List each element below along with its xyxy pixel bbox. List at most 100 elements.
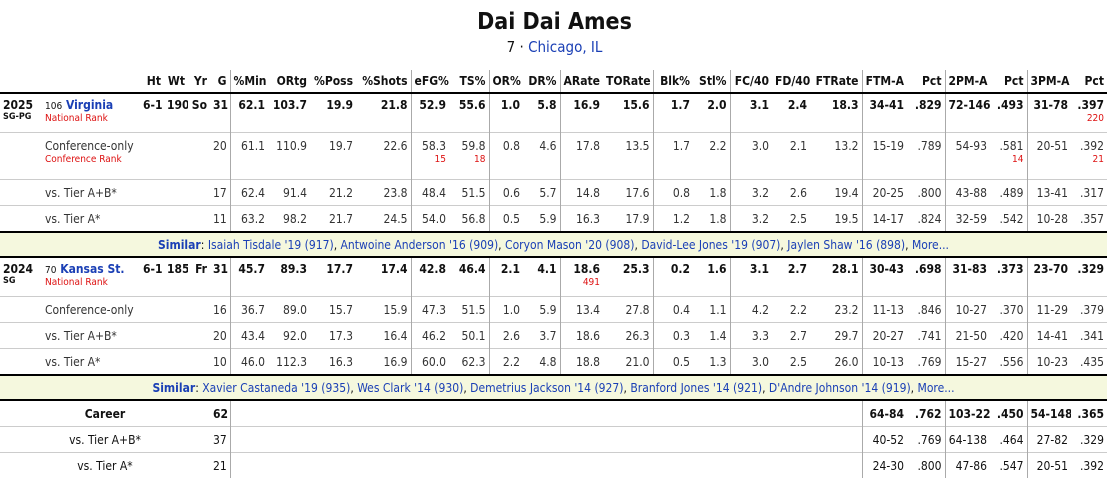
season-position: SG-PG xyxy=(3,112,39,122)
stat-cell: 0.6 xyxy=(489,180,523,206)
stat-cell: 2.5 xyxy=(772,349,810,376)
stat-value: 61.1 xyxy=(234,139,266,153)
similar-player[interactable]: Wes Clark '14 (930) xyxy=(357,381,463,395)
stat-value: 48.4 xyxy=(415,186,447,200)
stat-cell: 3.1 xyxy=(730,93,772,133)
stat-cell: .379 xyxy=(1071,297,1107,323)
stat-cell: .493 xyxy=(990,93,1027,133)
career-shooting: .365 xyxy=(1071,400,1107,427)
column-header: TORate xyxy=(603,70,653,93)
career-games: 21 xyxy=(210,453,230,478)
similar-player[interactable]: Isaiah Tisdale '19 (917) xyxy=(208,238,334,252)
career-shooting: 47-86 xyxy=(945,453,990,478)
similar-separator: , xyxy=(762,381,769,395)
career-shooting: 64-138 xyxy=(945,427,990,453)
stat-cell: 21.0 xyxy=(603,349,653,376)
similar-player[interactable]: Jaylen Shaw '16 (898) xyxy=(787,238,905,252)
stat-value: 17.6 xyxy=(606,186,650,200)
stat-value: 92.0 xyxy=(271,329,307,343)
career-shooting: .547 xyxy=(990,453,1027,478)
stat-value: .741 xyxy=(910,329,942,343)
stat-cell: 3.0 xyxy=(730,133,772,180)
stat-value: 54-93 xyxy=(949,139,988,153)
stat-value: 1.4 xyxy=(696,329,727,343)
stat-value: 110.9 xyxy=(271,139,307,153)
stat-cell: 0.5 xyxy=(489,206,523,233)
stat-value: .329 xyxy=(1074,262,1104,276)
stat-cell: 6-1 xyxy=(140,93,164,133)
column-header: Ht xyxy=(140,70,164,93)
similar-more[interactable]: More... xyxy=(918,381,955,395)
stat-cell: 190 xyxy=(164,93,188,133)
stat-cell: 1.7 xyxy=(653,133,693,180)
stat-cell xyxy=(140,180,164,206)
similar-player[interactable]: D'Andre Johnson '14 (919) xyxy=(769,381,911,395)
stat-value: 2.2 xyxy=(696,139,727,153)
stat-cell: 4.1 xyxy=(523,257,560,297)
team-name[interactable]: Virginia xyxy=(66,98,113,112)
stat-cell: .373 xyxy=(990,257,1027,297)
stat-cell: 18.6 xyxy=(560,323,603,349)
similar-player[interactable]: David-Lee Jones '19 (907) xyxy=(641,238,780,252)
stat-value: 23.8 xyxy=(359,186,408,200)
stat-cell: 16 xyxy=(210,297,230,323)
stat-value: 17.3 xyxy=(313,329,353,343)
similar-player[interactable]: Demetrius Jackson '14 (927) xyxy=(470,381,623,395)
stat-cell: 3.1 xyxy=(730,257,772,297)
stat-cell: 1.1 xyxy=(693,297,730,323)
empty-cell xyxy=(0,180,42,206)
similar-more[interactable]: More... xyxy=(912,238,949,252)
stat-value: 13.2 xyxy=(813,139,859,153)
stat-cell xyxy=(140,297,164,323)
stat-cell: 13-41 xyxy=(1027,180,1071,206)
stat-value: 14.8 xyxy=(564,186,601,200)
similar-player[interactable]: Coryon Mason '20 (908) xyxy=(505,238,634,252)
stat-value: 30-43 xyxy=(866,262,905,276)
stat-cell xyxy=(164,349,188,376)
stat-value: .581 xyxy=(993,139,1024,153)
split-label: Conference-only xyxy=(45,303,137,317)
stat-value: 17.9 xyxy=(606,212,650,226)
season-year: 2025 xyxy=(3,98,39,112)
stat-cell: 21.7 xyxy=(310,206,356,233)
stat-cell: 31-83 xyxy=(945,257,990,297)
stat-value: .698 xyxy=(910,262,942,276)
column-header: ORtg xyxy=(268,70,310,93)
career-label: vs. Tier A* xyxy=(0,453,210,478)
similar-player[interactable]: Antwoine Anderson '16 (909) xyxy=(341,238,499,252)
hometown[interactable]: Chicago, IL xyxy=(528,38,602,56)
empty-cell xyxy=(230,427,862,453)
stat-value: 15.6 xyxy=(606,98,650,112)
stat-cell: 20-51 xyxy=(1027,133,1071,180)
stat-value: .556 xyxy=(993,355,1024,369)
stat-cell xyxy=(188,180,210,206)
career-shooting: .769 xyxy=(907,427,945,453)
stat-value: 10-27 xyxy=(949,303,988,317)
stat-cell: 20-25 xyxy=(862,180,907,206)
stat-value: 15.9 xyxy=(359,303,408,317)
stat-value: 31 xyxy=(213,98,227,112)
stat-value: 19.4 xyxy=(813,186,859,200)
stat-cell: 13.4 xyxy=(560,297,603,323)
stat-value: 28.1 xyxy=(813,262,859,276)
stat-cell: 51.5 xyxy=(449,180,489,206)
similar-player[interactable]: Branford Jones '14 (921) xyxy=(630,381,762,395)
similar-separator: , xyxy=(498,238,505,252)
team-name[interactable]: Kansas St. xyxy=(60,262,124,276)
career-label: vs. Tier A+B* xyxy=(0,427,210,453)
career-shooting: 64-84 xyxy=(862,400,907,427)
stat-value: 0.3 xyxy=(657,329,691,343)
stat-value: 13.4 xyxy=(564,303,601,317)
subtitle: 7 · Chicago, IL xyxy=(0,36,1109,58)
similar-player[interactable]: Xavier Castaneda '19 (935) xyxy=(202,381,350,395)
stat-cell: 2.7 xyxy=(772,323,810,349)
stat-cell: 16.9 xyxy=(560,93,603,133)
stat-value: 20-51 xyxy=(1031,139,1069,153)
